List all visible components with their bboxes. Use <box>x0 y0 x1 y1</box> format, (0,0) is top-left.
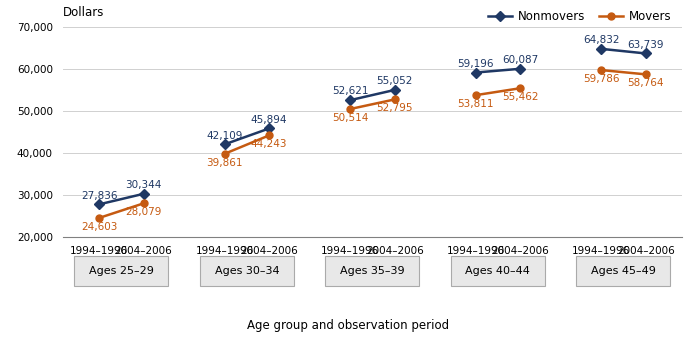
Text: 30,344: 30,344 <box>125 180 161 190</box>
Text: 58,764: 58,764 <box>627 78 664 88</box>
Text: 45,894: 45,894 <box>251 115 287 125</box>
Text: 42,109: 42,109 <box>207 131 243 141</box>
Text: Ages 35–39: Ages 35–39 <box>340 266 404 276</box>
Text: 39,861: 39,861 <box>206 158 243 167</box>
Text: Age group and observation period: Age group and observation period <box>247 319 449 332</box>
Text: 24,603: 24,603 <box>81 222 117 232</box>
Legend: Nonmovers, Movers: Nonmovers, Movers <box>484 6 677 28</box>
Text: Ages 25–29: Ages 25–29 <box>89 266 154 276</box>
Text: 63,739: 63,739 <box>627 40 664 49</box>
Text: Dollars: Dollars <box>63 6 104 19</box>
Text: Ages 45–49: Ages 45–49 <box>591 266 656 276</box>
Text: 28,079: 28,079 <box>125 207 161 217</box>
Text: Ages 30–34: Ages 30–34 <box>214 266 279 276</box>
Text: 44,243: 44,243 <box>251 139 287 149</box>
Text: 53,811: 53,811 <box>457 99 494 109</box>
Text: 59,786: 59,786 <box>583 74 619 84</box>
Text: 52,621: 52,621 <box>332 86 368 96</box>
Text: Ages 40–44: Ages 40–44 <box>466 266 530 276</box>
Text: 60,087: 60,087 <box>502 55 538 65</box>
Text: 50,514: 50,514 <box>332 113 368 123</box>
Text: 55,052: 55,052 <box>377 76 413 86</box>
Text: 55,462: 55,462 <box>502 92 539 102</box>
Text: 27,836: 27,836 <box>81 191 118 201</box>
Text: 64,832: 64,832 <box>583 35 619 45</box>
Text: 52,795: 52,795 <box>377 103 413 113</box>
Text: 59,196: 59,196 <box>457 59 494 69</box>
